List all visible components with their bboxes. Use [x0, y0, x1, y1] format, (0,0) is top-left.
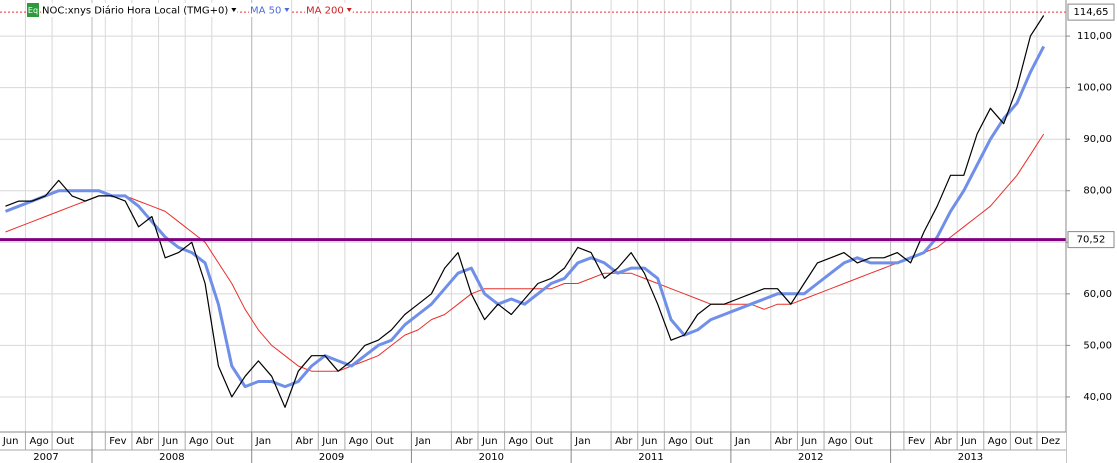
x-tick-label: Abr	[935, 436, 953, 447]
series-line	[4, 45, 1046, 389]
x-tick-label: Abr	[615, 436, 633, 447]
year-label: 2008	[159, 452, 184, 463]
x-tick-label: Out	[1014, 436, 1032, 447]
x-tick-label: Jun	[481, 436, 498, 447]
y-tick-label: 40,00	[1083, 392, 1112, 403]
x-tick-label: Jun	[2, 436, 19, 447]
legend-ma200[interactable]: MA 200	[306, 6, 344, 17]
x-tick-label: Ago	[828, 436, 847, 447]
x-tick-label: Out	[216, 436, 234, 447]
year-label: 2013	[958, 452, 983, 463]
x-tick-label: Jun	[960, 436, 977, 447]
year-label: 2011	[638, 452, 663, 463]
legend-price[interactable]: NOC:xnys Diário Hora Local (TMG+0)	[42, 5, 228, 17]
dropdown-arrow	[231, 8, 237, 12]
legend-bg	[41, 3, 238, 17]
x-tick-label: Out	[695, 436, 713, 447]
x-tick-label: Jun	[162, 436, 179, 447]
badge-box	[27, 3, 39, 17]
dropdown-arrow	[346, 8, 352, 12]
x-tick-label: Ago	[29, 436, 48, 447]
price-label: 114,65	[1074, 7, 1109, 18]
y-tick-label: 90,00	[1083, 134, 1112, 145]
plot	[0, 11, 1066, 408]
x-tick-label: Jun	[641, 436, 658, 447]
x-tick-label: Jan	[255, 436, 271, 447]
x-tick-label: Ago	[189, 436, 208, 447]
x-tick-label: Out	[535, 436, 553, 447]
x-tick-label: Jan	[574, 436, 590, 447]
price-label-box	[1067, 3, 1115, 21]
x-tick-label: Abr	[455, 436, 473, 447]
y-tick-label: 100,00	[1077, 83, 1112, 94]
legend-bg	[305, 3, 353, 17]
year-label: 2010	[479, 452, 504, 463]
axes: 40,0050,0060,0070,0080,0090,00100,00110,…	[2, 3, 1115, 463]
badge: Eq	[28, 6, 38, 15]
x-tick-label: Fev	[908, 436, 925, 447]
dropdown-arrow	[284, 8, 290, 12]
year-label: 2009	[319, 452, 344, 463]
series-line	[5, 15, 1045, 408]
x-tick-label: Jun	[321, 436, 338, 447]
year-label: 2007	[33, 452, 58, 463]
grid	[0, 0, 1066, 432]
x-tick-label: Out	[56, 436, 74, 447]
y-tick-label: 80,00	[1083, 186, 1112, 197]
x-tick-label: Ago	[349, 436, 368, 447]
x-axis-panel	[0, 432, 1066, 463]
x-tick-label: Ago	[668, 436, 687, 447]
x-tick-label: Abr	[136, 436, 154, 447]
level-label: 70,52	[1077, 235, 1106, 246]
x-tick-label: Ago	[509, 436, 528, 447]
year-label: 2012	[798, 452, 823, 463]
legend-bg	[249, 3, 291, 17]
x-tick-label: Dez	[1041, 436, 1060, 447]
legend-ma50[interactable]: MA 50	[250, 6, 281, 17]
header: Eq NOC:xnys Diário Hora Local (TMG+0) MA…	[27, 3, 353, 17]
x-tick-label: Ago	[988, 436, 1007, 447]
y-tick-label: 60,00	[1083, 289, 1112, 300]
y-tick-label: 50,00	[1083, 340, 1112, 351]
x-tick-label: Jan	[734, 436, 750, 447]
x-tick-label: Jan	[414, 436, 430, 447]
x-tick-label: Jun	[800, 436, 817, 447]
x-tick-label: Fev	[109, 436, 126, 447]
level-label-box	[1067, 231, 1115, 249]
x-tick-label: Abr	[775, 436, 793, 447]
x-tick-label: Out	[376, 436, 394, 447]
x-tick-label: Abr	[296, 436, 314, 447]
y-tick-label: 110,00	[1077, 31, 1112, 42]
x-tick-label: Out	[855, 436, 873, 447]
series-line	[5, 133, 1045, 372]
